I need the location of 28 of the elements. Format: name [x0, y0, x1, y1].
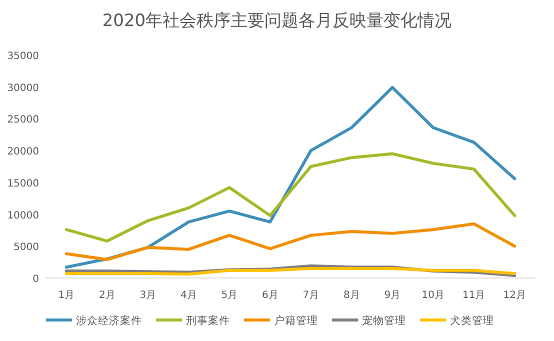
x-tick-label: 1月	[58, 290, 75, 301]
x-tick-label: 6月	[262, 290, 278, 301]
legend-label: 刑事案件	[186, 314, 230, 327]
x-tick-label: 9月	[384, 290, 401, 301]
legend-label: 涉众经济案件	[76, 314, 142, 327]
x-tick-label: 11月	[462, 290, 486, 301]
x-tick-label: 5月	[221, 290, 238, 301]
line-series	[64, 152, 516, 243]
y-tick-label: 0	[32, 274, 39, 285]
y-tick-label: 30000	[7, 82, 39, 94]
legend-label: 宠物管理	[362, 314, 406, 327]
y-tick-label: 25000	[7, 114, 39, 126]
chart-title: 2020年社会秩序主要问题各月反映量变化情况	[102, 11, 452, 31]
legend-label: 户籍管理	[274, 314, 318, 327]
y-tick-label: 35000	[7, 51, 39, 62]
x-tick-label: 7月	[302, 290, 320, 301]
y-tick-label: 5000	[14, 242, 39, 254]
x-tick-label: 10月	[422, 290, 444, 301]
x-tick-label: 8月	[343, 290, 360, 301]
line-series	[64, 222, 516, 262]
y-tick-label: 10000	[7, 210, 39, 222]
x-tick-label: 3月	[140, 290, 156, 301]
y-tick-label: 15000	[7, 178, 39, 190]
y-tick-label: 20000	[7, 146, 39, 158]
legend-label: 犬类管理	[450, 314, 494, 327]
x-tick-label: 4月	[180, 290, 197, 301]
x-tick-label: 12月	[503, 290, 526, 301]
x-tick-label: 2月	[98, 290, 116, 301]
